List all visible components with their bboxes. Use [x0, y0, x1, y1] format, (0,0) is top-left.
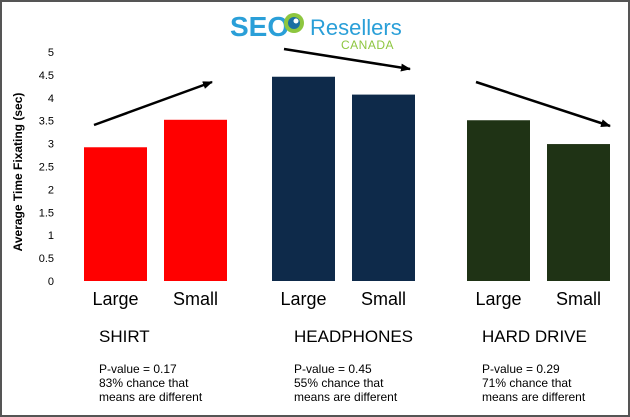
group-note-line: P-value = 0.17: [99, 362, 177, 376]
group-note-line: means are different: [294, 390, 398, 404]
category-label: Large: [280, 289, 326, 309]
group-label: SHIRT: [99, 327, 150, 346]
category-label: Large: [475, 289, 521, 309]
category-labels: Large Small Large Small Large Small: [92, 289, 601, 309]
y-axis-ticks: 0 0.5 1 1.5 2 2.5 3 3.5 4 4.5 5: [39, 47, 54, 288]
y-tick-label: 1: [48, 230, 54, 242]
y-tick-label: 0: [48, 276, 54, 288]
trend-arrow-down-icon: [283, 47, 411, 72]
bars: [84, 76, 610, 282]
bar-shirt-large: [84, 147, 147, 281]
trend-arrow-up-icon: [93, 80, 213, 127]
y-tick-label: 2: [48, 184, 54, 196]
group-note-line: 71% chance that: [482, 376, 572, 390]
trend-arrow-down-icon: [475, 80, 611, 128]
svg-text:SEO: SEO: [230, 11, 289, 42]
y-tick-label: 5: [48, 47, 54, 59]
group-note-line: means are different: [482, 390, 586, 404]
y-tick-label: 4: [48, 93, 54, 105]
group-note-line: 83% chance that: [99, 376, 189, 390]
bar-hard-drive-small: [547, 144, 610, 281]
y-tick-label: 2.5: [39, 162, 54, 174]
group-note-line: P-value = 0.45: [294, 362, 372, 376]
y-tick-label: 3: [48, 139, 54, 151]
y-tick-label: 4.5: [39, 70, 54, 82]
y-tick-label: 1.5: [39, 207, 54, 219]
logo: SEO Resellers CANADA: [230, 11, 402, 52]
category-label: Small: [173, 289, 218, 309]
y-axis-label: Average Time Fixating (sec): [11, 93, 25, 252]
group-note-line: 55% chance that: [294, 376, 384, 390]
group-label: HEADPHONES: [294, 327, 413, 346]
bar-headphones-small: [352, 94, 415, 282]
group-note-line: P-value = 0.29: [482, 362, 560, 376]
y-tick-label: 3.5: [39, 116, 54, 128]
bar-hard-drive-large: [467, 120, 530, 281]
bar-shirt-small: [164, 119, 227, 281]
logo-canada: CANADA: [341, 38, 394, 52]
group-label: HARD DRIVE: [482, 327, 587, 346]
category-label: Small: [556, 289, 601, 309]
logo-resellers: Resellers: [310, 15, 402, 40]
y-tick-label: 0.5: [39, 253, 54, 265]
group-labels: SHIRT HEADPHONES HARD DRIVE: [99, 327, 587, 346]
group-note-line: means are different: [99, 390, 203, 404]
category-label: Small: [361, 289, 406, 309]
trend-arrows: [93, 47, 611, 128]
category-label: Large: [92, 289, 138, 309]
logo-eye-icon: [284, 13, 304, 33]
bar-headphones-large: [272, 76, 335, 282]
logo-seo: SEO: [230, 11, 289, 42]
